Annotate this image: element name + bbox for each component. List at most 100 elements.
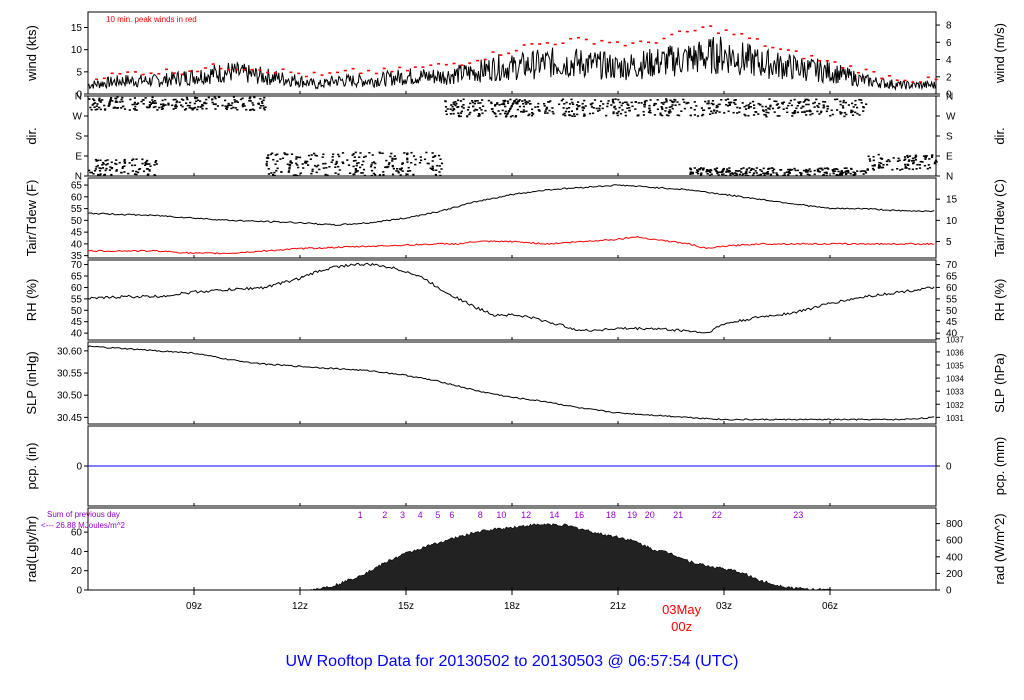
direction-point [438, 171, 441, 173]
direction-point [787, 173, 790, 176]
direction-point [154, 161, 157, 163]
y-tick-label-right: N [946, 172, 953, 183]
direction-point [399, 168, 403, 171]
direction-point [618, 106, 621, 109]
direction-point [275, 169, 278, 172]
direction-point [183, 109, 187, 111]
peak-wind-mark [553, 43, 557, 46]
direction-point [765, 172, 769, 174]
direction-point [891, 168, 894, 171]
peak-wind-mark [584, 38, 588, 41]
direction-point [131, 164, 134, 167]
direction-point [374, 173, 377, 176]
direction-point [877, 166, 880, 168]
y-tick-label-right: S [946, 132, 953, 143]
direction-point [399, 174, 402, 176]
direction-point [459, 112, 463, 114]
direction-point [251, 102, 254, 104]
direction-point [598, 107, 601, 110]
direction-point [95, 166, 98, 168]
direction-point [778, 115, 781, 117]
direction-point [570, 98, 573, 101]
direction-point [199, 106, 202, 108]
direction-point [873, 165, 876, 167]
direction-point [459, 115, 462, 118]
peak-wind-mark [118, 73, 122, 75]
direction-point [267, 173, 270, 175]
direction-point [199, 100, 202, 102]
direction-point [741, 102, 744, 104]
direction-point [115, 169, 118, 171]
peak-wind-mark [304, 75, 308, 78]
y-tick-label-right: 400 [946, 552, 963, 563]
direction-point [720, 99, 723, 101]
direction-point [768, 98, 771, 100]
direction-point [735, 172, 738, 175]
direction-point [918, 167, 922, 169]
direction-point [232, 106, 235, 109]
direction-point [250, 108, 253, 111]
direction-point [96, 103, 99, 105]
direction-point [481, 112, 484, 115]
direction-point [552, 112, 555, 115]
direction-point [656, 108, 659, 111]
direction-point [154, 100, 157, 102]
direction-point [665, 98, 668, 100]
direction-point [494, 105, 497, 107]
direction-point [816, 104, 819, 107]
direction-point [661, 108, 664, 111]
direction-point [878, 161, 881, 164]
peak-wind-mark [545, 42, 549, 44]
direction-point [167, 104, 170, 106]
direction-point [295, 156, 298, 158]
direction-point [406, 173, 409, 176]
direction-point [783, 172, 786, 174]
direction-point [715, 104, 718, 107]
direction-point [803, 110, 806, 113]
direction-point [434, 173, 437, 176]
direction-point [615, 112, 618, 115]
direction-point [510, 104, 513, 107]
direction-point [771, 107, 775, 110]
peak-wind-mark [631, 42, 635, 44]
peak-wind-mark [887, 75, 891, 77]
direction-point [766, 173, 769, 175]
direction-point [691, 172, 694, 175]
direction-point [406, 161, 409, 163]
direction-point [518, 105, 521, 108]
direction-point [357, 162, 360, 164]
direction-point [193, 106, 197, 109]
direction-point [730, 101, 733, 104]
direction-point [809, 110, 812, 113]
direction-point [745, 104, 748, 107]
direction-point [164, 98, 167, 101]
direction-point [871, 167, 875, 170]
rh-series-line [87, 262, 935, 334]
peak-wind-mark [755, 38, 759, 40]
direction-point [576, 108, 579, 111]
direction-point [854, 173, 857, 175]
direction-point [800, 107, 803, 109]
direction-point [458, 115, 461, 118]
direction-point [94, 102, 97, 104]
direction-point [611, 100, 615, 103]
direction-point [354, 169, 357, 171]
direction-point [474, 100, 477, 102]
direction-point [783, 174, 786, 176]
direction-point [272, 173, 275, 176]
direction-point [436, 164, 439, 167]
peak-wind-mark [818, 59, 821, 62]
direction-point [440, 168, 443, 170]
direction-point [915, 168, 918, 170]
direction-point [95, 105, 98, 107]
direction-point [311, 168, 314, 171]
direction-point [133, 164, 136, 167]
y-tick-label-left: 45 [71, 317, 83, 328]
direction-point [368, 152, 371, 154]
direction-point [842, 107, 845, 109]
direction-point [98, 97, 101, 100]
direction-point [286, 163, 289, 166]
direction-point [397, 171, 400, 174]
direction-point [734, 99, 737, 101]
direction-point [732, 173, 735, 175]
